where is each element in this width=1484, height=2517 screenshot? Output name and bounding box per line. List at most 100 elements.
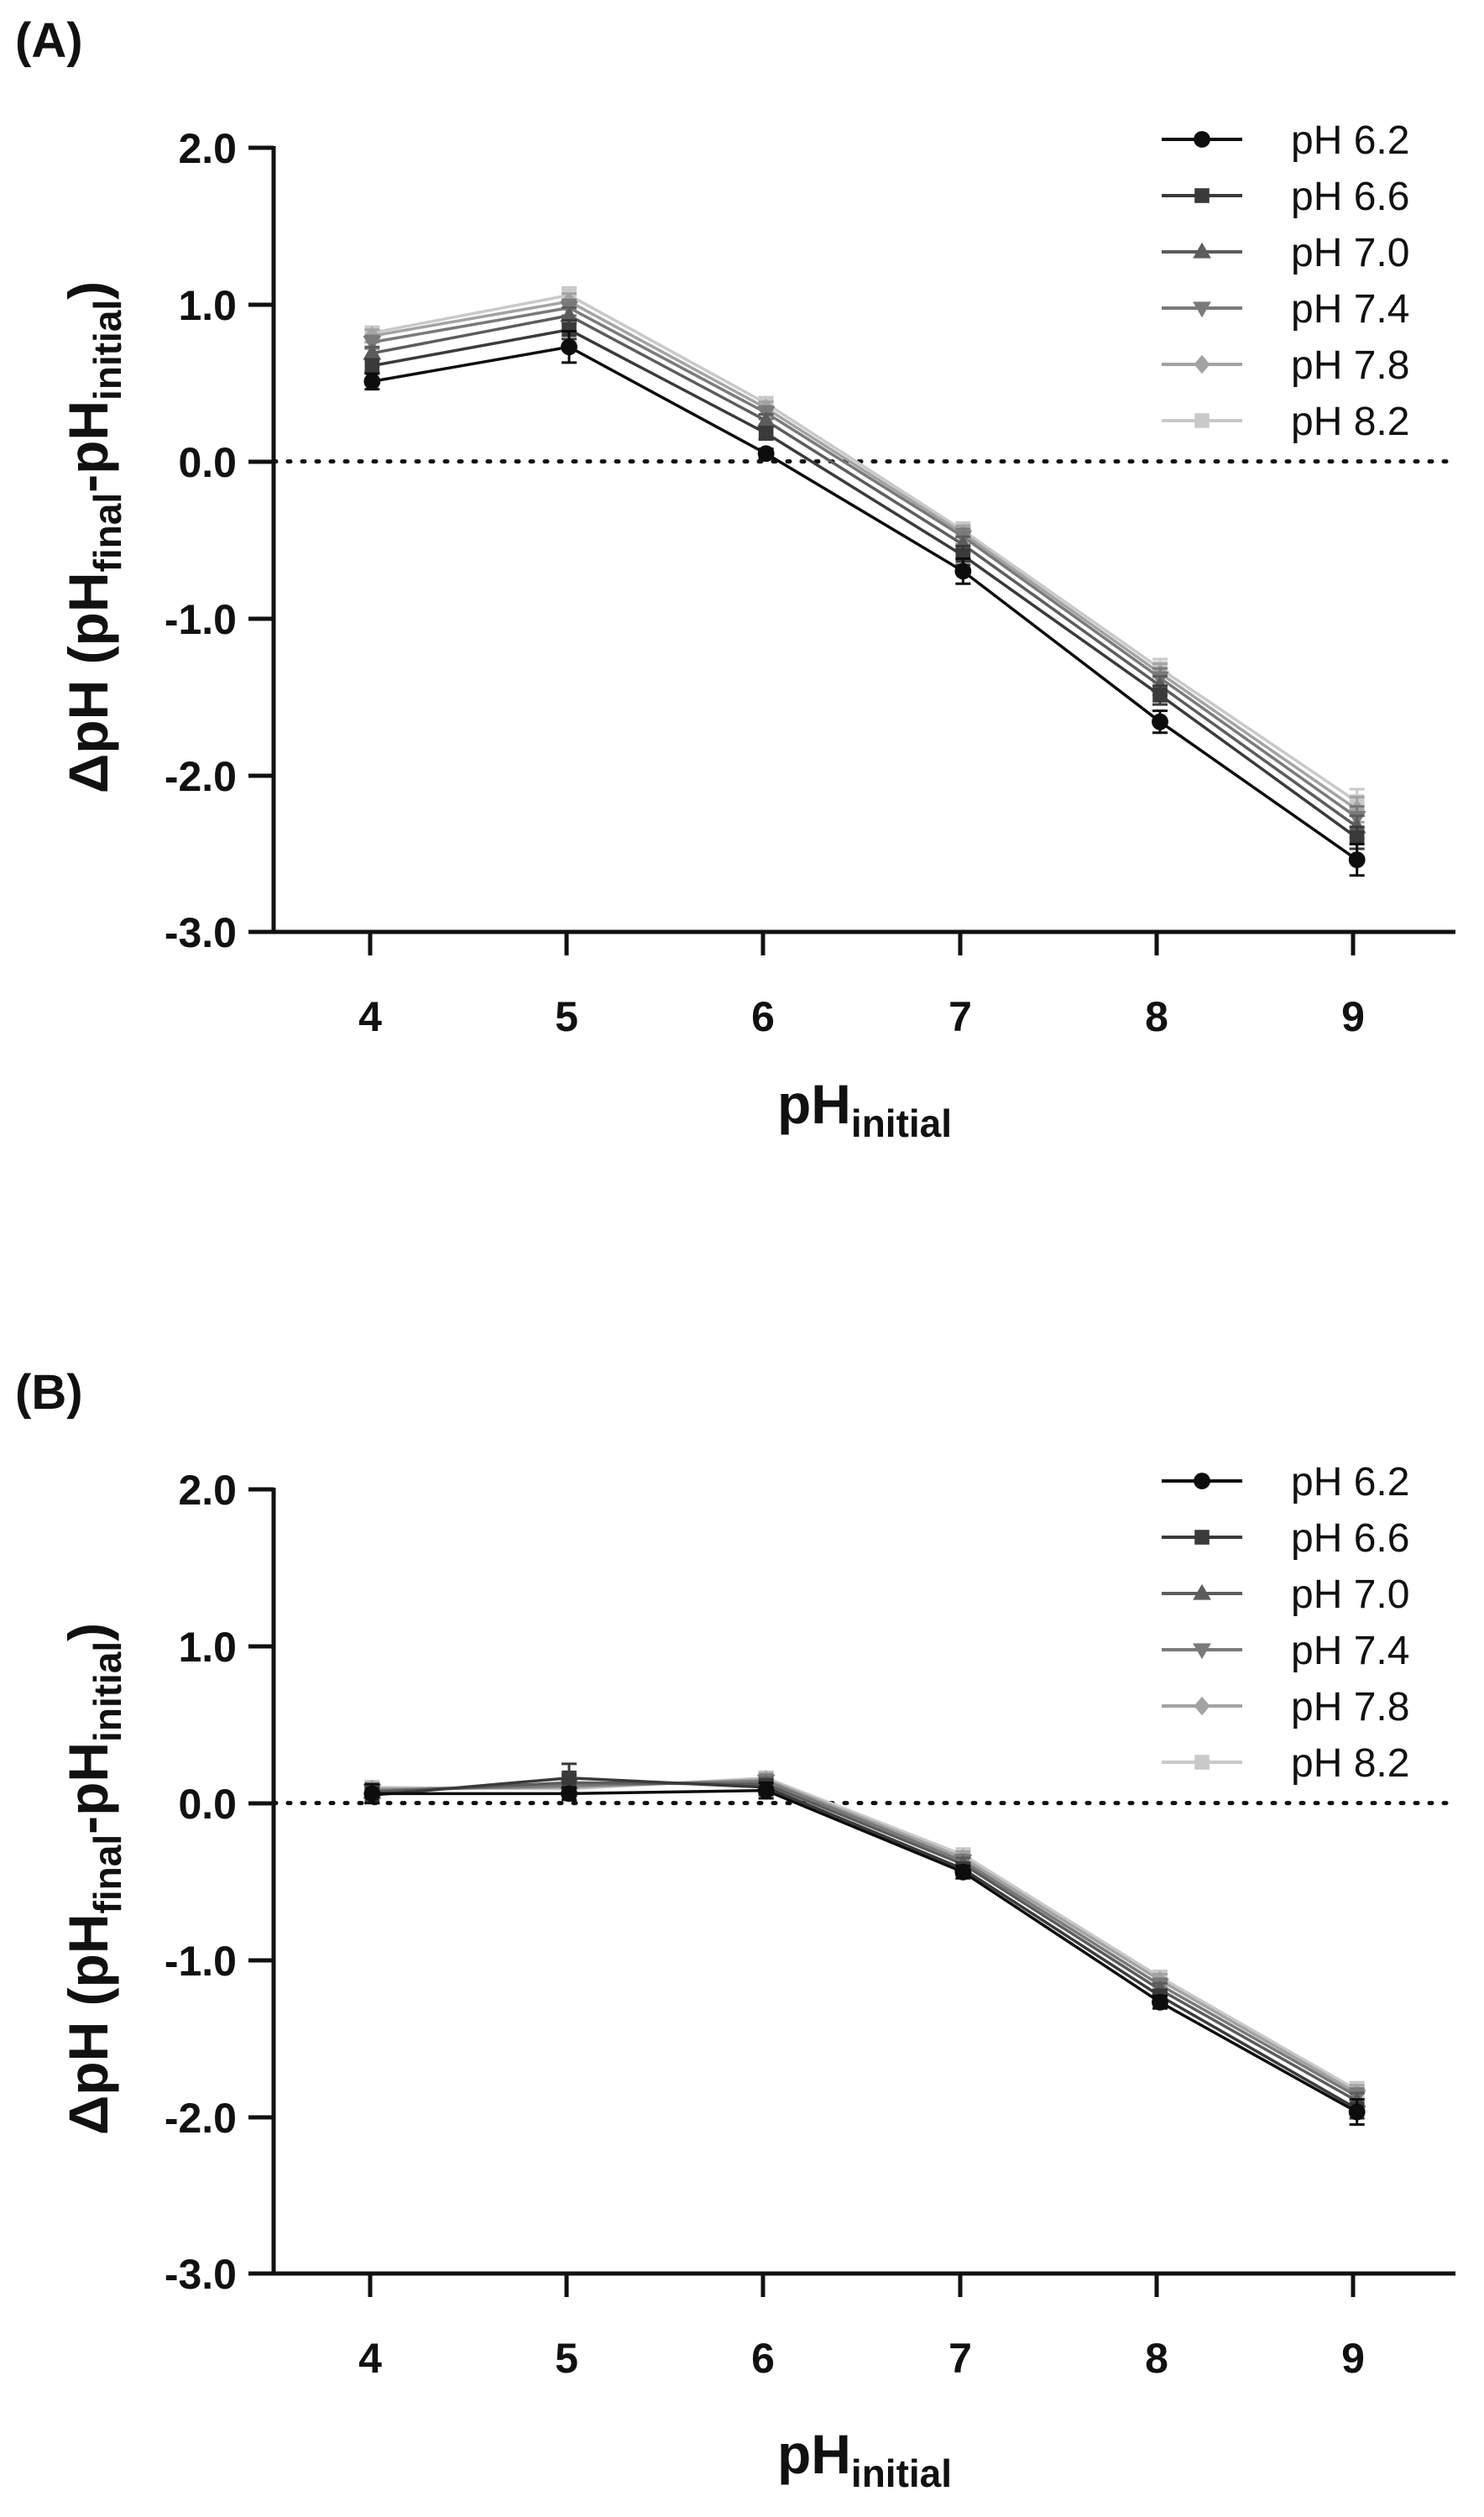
- legend-marker: [1194, 1696, 1210, 1716]
- y-tick-label: -3.0: [165, 2251, 237, 2298]
- y-tick-label: 2.0: [178, 1467, 237, 1514]
- series-line: [372, 1781, 1358, 2103]
- legend-label: pH 7.4: [1291, 287, 1409, 332]
- data-point-circle: [757, 1782, 775, 1799]
- legend-marker: [1194, 354, 1210, 374]
- legend-marker: [1194, 188, 1210, 203]
- panel-a-legend: pH 6.2 pH 6.6 pH 7.0 pH 7.4 pH 7.8: [1162, 118, 1409, 444]
- x-tick-label: 9: [1341, 993, 1365, 1040]
- x-tick-label: 7: [948, 2335, 972, 2382]
- panel-b: (B) ΔpH (pHfinal-pHinitial) 2.0 1.0 0.0 …: [15, 1365, 1458, 2495]
- legend-label: pH 8.2: [1291, 400, 1409, 444]
- data-point-triangle: [756, 411, 776, 427]
- panel-a-y-ticks: 2.0 1.0 0.0 -1.0 -2.0 -3.0: [165, 125, 274, 956]
- y-tick-label: 1.0: [178, 1624, 237, 1671]
- data-point-circle: [1152, 713, 1168, 730]
- legend-item: pH 8.2: [1162, 400, 1409, 444]
- series-line: [372, 1776, 1358, 2111]
- data-point-triangle-down: [1193, 1643, 1211, 1660]
- data-point-triangle: [1347, 817, 1366, 834]
- legend-label: pH 6.2: [1291, 1460, 1409, 1504]
- legend-label: pH 7.8: [1291, 1685, 1409, 1729]
- panel-a-y-axis-title: ΔpH (pHfinal-pHinitial): [57, 281, 129, 793]
- panel-b-x-ticks: 4 5 6 7 8 9: [358, 2274, 1365, 2382]
- legend-item: pH 6.6: [1162, 175, 1409, 219]
- data-point-triangle: [363, 343, 382, 360]
- legend-item: pH 6.6: [1162, 1516, 1409, 1561]
- legend-item: pH 7.8: [1162, 343, 1409, 388]
- series-line: [372, 327, 1358, 840]
- legend-label: pH 7.0: [1291, 1572, 1409, 1617]
- legend-label: pH 8.2: [1291, 1741, 1409, 1786]
- data-point-square: [1194, 413, 1210, 428]
- legend-label: pH 7.4: [1291, 1629, 1409, 1673]
- legend-item: pH 7.0: [1162, 1572, 1409, 1617]
- data-point-triangle: [1193, 242, 1211, 259]
- series-line: [372, 293, 1358, 803]
- data-point-circle: [757, 445, 775, 463]
- panel-a: (A) ΔpH (pHfinal-pHinitial) 2.0 1.0 0.0 …: [15, 13, 1458, 1145]
- x-tick-label: 4: [358, 2335, 382, 2382]
- data-point-circle: [561, 338, 577, 356]
- y-tick-label: -3.0: [165, 909, 237, 956]
- legend-item: pH 6.2: [1162, 118, 1409, 163]
- panel-a-data: [271, 285, 1458, 877]
- x-tick-label: 6: [751, 993, 775, 1040]
- legend-marker: [1193, 301, 1211, 318]
- panel-b-legend: pH 6.2 pH 6.6 pH 7.0 pH 7.4 pH 7.8: [1162, 1460, 1409, 1786]
- series-line: [372, 345, 1358, 861]
- data-point-diamond: [1194, 354, 1210, 374]
- y-tick-label: 0.0: [178, 1781, 237, 1828]
- legend-marker: [1193, 1643, 1211, 1660]
- y-tick-label: 2.0: [178, 125, 237, 172]
- x-tick-label: 6: [751, 2335, 775, 2382]
- legend-marker: [1193, 1583, 1211, 1600]
- legend-item: pH 8.2: [1162, 1741, 1409, 1786]
- x-tick-label: 5: [555, 993, 578, 1040]
- series-line: [372, 300, 1358, 811]
- panel-b-data: [271, 1762, 1458, 2127]
- legend-marker: [1194, 1473, 1210, 1489]
- legend-marker: [1193, 242, 1211, 259]
- panel-a-label: (A): [15, 13, 83, 68]
- data-point-square: [1152, 688, 1168, 703]
- data-point-circle: [1194, 1473, 1210, 1489]
- data-point-square: [1194, 188, 1210, 203]
- y-tick-label: -2.0: [165, 2095, 237, 2142]
- legend-label: pH 6.2: [1291, 118, 1409, 163]
- legend-marker: [1194, 413, 1210, 428]
- data-point-square: [1194, 1530, 1210, 1545]
- legend-marker: [1194, 1755, 1210, 1770]
- panel-b-y-ticks: 2.0 1.0 0.0 -1.0 -2.0 -3.0: [165, 1467, 274, 2298]
- x-tick-label: 7: [948, 993, 972, 1040]
- panel-a-x-ticks: 4 5 6 7 8 9: [358, 932, 1365, 1040]
- data-point-triangle-down: [363, 335, 382, 352]
- data-point-square: [1349, 830, 1365, 845]
- x-tick-label: 4: [358, 993, 382, 1040]
- data-point-square: [1194, 1755, 1210, 1770]
- legend-marker: [1194, 131, 1210, 148]
- x-tick-label: 9: [1341, 2335, 1365, 2382]
- y-tick-label: 0.0: [178, 439, 237, 486]
- series-line: [372, 306, 1358, 819]
- legend-item: pH 6.2: [1162, 1460, 1409, 1504]
- legend-item: pH 7.4: [1162, 1629, 1409, 1673]
- x-tick-label: 8: [1145, 993, 1168, 1040]
- data-point-diamond: [1194, 1696, 1210, 1716]
- y-tick-label: -2.0: [165, 753, 237, 800]
- data-point-triangle-down: [1193, 301, 1211, 318]
- legend-item: pH 7.8: [1162, 1685, 1409, 1729]
- series-line: [372, 1779, 1358, 2098]
- legend-marker: [1194, 1530, 1210, 1545]
- legend-item: pH 7.4: [1162, 287, 1409, 332]
- data-point-circle: [1194, 131, 1210, 148]
- panel-b-x-axis-title: pHinitial: [777, 2423, 952, 2495]
- legend-label: pH 6.6: [1291, 175, 1409, 219]
- x-tick-label: 8: [1145, 2335, 1168, 2382]
- legend-item: pH 7.0: [1162, 231, 1409, 275]
- series-line: [372, 1788, 1358, 2114]
- panel-a-x-axis-title: pHinitial: [777, 1073, 952, 1145]
- x-tick-label: 5: [555, 2335, 578, 2382]
- data-point-circle: [1348, 851, 1366, 868]
- data-point-triangle: [560, 306, 578, 322]
